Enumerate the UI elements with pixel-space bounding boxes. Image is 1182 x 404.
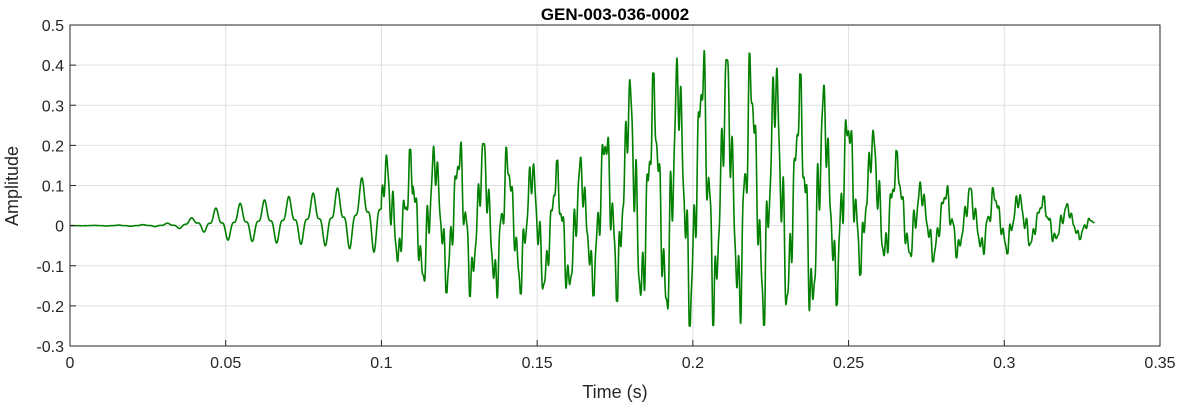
x-axis-ticks: 0 0.05 0.1 0.15 0.2 0.25 0.3 0.35 <box>66 340 1176 372</box>
y-tick-label: 0 <box>55 219 64 236</box>
y-tick-label: -0.2 <box>36 299 64 316</box>
x-tick-label: 0.05 <box>210 355 241 372</box>
x-tick-label: 0.1 <box>370 355 392 372</box>
x-tick-label: 0.3 <box>993 355 1015 372</box>
x-tick-label: 0.35 <box>1144 355 1175 372</box>
amplitude-waveform-line <box>69 49 1096 327</box>
x-tick-label: 0.25 <box>833 355 864 372</box>
y-tick-label: 0.3 <box>42 98 64 115</box>
y-tick-label: 0.4 <box>42 58 64 75</box>
y-tick-label: 0.5 <box>42 18 64 35</box>
y-axis-ticks: -0.3 -0.2 -0.1 0 0.1 0.2 0.3 0.4 0.5 <box>36 18 76 356</box>
chart-title: GEN-003-036-0002 <box>541 5 689 24</box>
y-axis-label: Amplitude <box>2 146 22 226</box>
y-tick-label: -0.3 <box>36 339 64 356</box>
y-tick-label: 0.1 <box>42 179 64 196</box>
y-tick-label: 0.2 <box>42 138 64 155</box>
x-axis-label: Time (s) <box>582 382 647 402</box>
y-tick-label: -0.1 <box>36 259 64 276</box>
x-tick-label: 0 <box>66 355 75 372</box>
x-tick-label: 0.2 <box>682 355 704 372</box>
x-tick-label: 0.15 <box>522 355 553 372</box>
